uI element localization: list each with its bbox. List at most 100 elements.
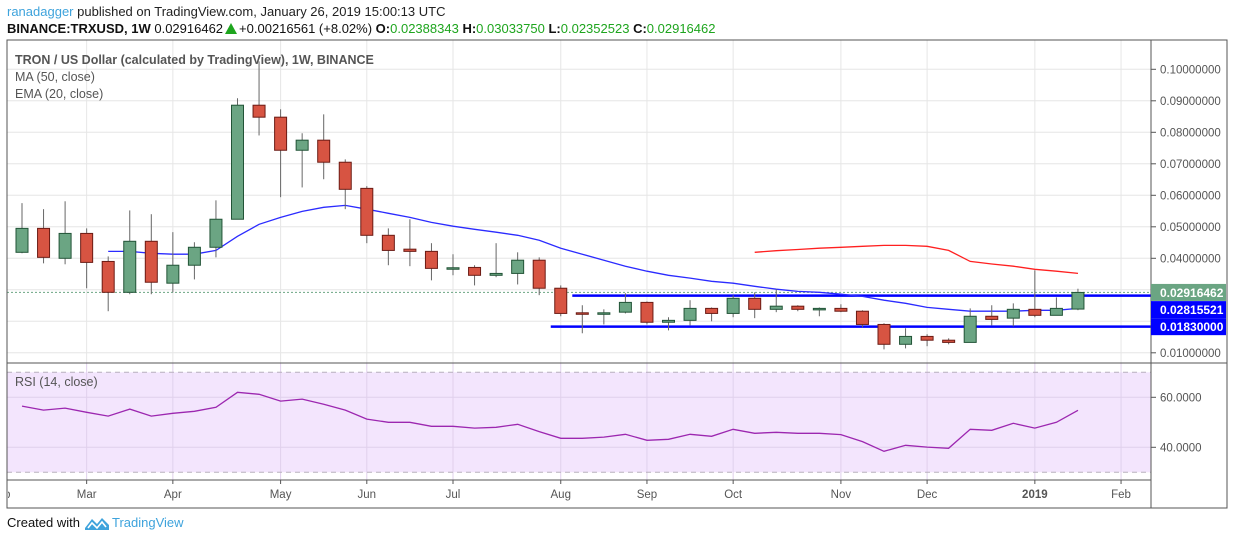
candle-body <box>963 315 977 343</box>
candle <box>963 308 977 343</box>
rsi-tick-label: 40.0000 <box>1160 442 1202 454</box>
rsi-tick-label: 60.0000 <box>1160 392 1202 404</box>
candle <box>360 186 374 244</box>
candle-body <box>985 315 999 320</box>
price-change: +0.00216561 (+8.02%) <box>239 21 373 36</box>
time-tick-label: Jun <box>358 489 377 501</box>
time-axis: Feb Mar Apr May Jun Jul Aug Sep Oct Nov Dec 2019 Feb <box>0 480 1131 501</box>
close-label: C: <box>633 21 647 36</box>
candle-body <box>834 307 848 312</box>
candle <box>812 307 826 317</box>
published-text: published on TradingView.com, January 26… <box>77 4 446 19</box>
author-link[interactable]: ranadagger <box>7 4 74 19</box>
candle-body <box>80 232 94 263</box>
time-tick-label: 2019 <box>1022 489 1048 501</box>
candle-body <box>769 305 783 310</box>
chart-title: TRON / US Dollar (calculated by TradingV… <box>15 53 374 67</box>
candle <box>985 305 999 326</box>
candle <box>381 228 395 266</box>
candle <box>618 293 632 314</box>
main-pane <box>7 61 1151 350</box>
rsi-band-background <box>7 372 1151 473</box>
candle <box>942 338 956 345</box>
candle <box>101 256 115 312</box>
rsi-legend[interactable]: RSI (14, close) <box>15 375 98 389</box>
time-tick-label: Apr <box>164 489 182 501</box>
time-tick-label: May <box>270 489 292 501</box>
time-tick-label: Feb <box>1111 489 1131 501</box>
time-tick-label: Feb <box>0 489 10 501</box>
candle <box>274 109 288 198</box>
candle-body <box>705 307 719 314</box>
candle <box>726 295 740 318</box>
created-with-text: Created with <box>7 515 80 530</box>
candle-body <box>942 339 956 343</box>
price-tick-label: 0.10000000 <box>1160 64 1221 76</box>
price-tick-label: 0.04000000 <box>1160 253 1221 265</box>
level-label: 0.02815521 <box>1160 303 1224 317</box>
price-tick-label: 0.05000000 <box>1160 222 1221 234</box>
candle <box>834 304 848 313</box>
low-label: L: <box>548 21 561 36</box>
candle <box>705 307 719 322</box>
level-label-bg <box>1151 301 1226 319</box>
time-tick-label: Dec <box>917 489 938 501</box>
candle-body <box>144 240 158 283</box>
candle-body <box>446 267 460 270</box>
candle-body <box>123 240 137 293</box>
candle-body <box>855 310 869 325</box>
time-tick-label: Oct <box>724 489 743 501</box>
level-label-bg <box>1151 318 1226 336</box>
candle <box>1028 270 1042 318</box>
candle <box>662 317 675 331</box>
candle <box>683 300 697 326</box>
time-tick-label: Sep <box>637 489 657 501</box>
candle-body <box>403 248 417 252</box>
candle <box>338 159 352 210</box>
low-value: 0.02352523 <box>560 21 630 36</box>
ma-legend[interactable]: MA (50, close) <box>15 70 95 84</box>
candle <box>166 232 180 293</box>
candle-body <box>187 246 201 266</box>
candle <box>123 210 137 295</box>
candle-body <box>166 264 180 284</box>
time-tick-label: Mar <box>77 489 97 501</box>
ema-legend[interactable]: EMA (20, close) <box>15 87 104 101</box>
candle-body <box>554 287 568 314</box>
price-tick-label: 0.09000000 <box>1160 96 1221 108</box>
candle-body <box>575 312 589 315</box>
candle <box>899 328 913 349</box>
candle-body <box>209 218 223 248</box>
candle <box>489 243 503 278</box>
candle <box>748 292 762 319</box>
level-label: 0.01830000 <box>1160 320 1224 334</box>
candle <box>597 309 611 325</box>
candle-body <box>468 266 482 276</box>
high-value: 0.03033750 <box>476 21 545 36</box>
candle <box>252 61 266 136</box>
candle-body <box>683 307 697 321</box>
candle-body <box>381 234 395 251</box>
candle-body <box>1071 291 1085 310</box>
candle-body <box>748 297 762 310</box>
candle <box>37 209 51 264</box>
candle <box>1049 297 1063 316</box>
last-price: 0.02916462 <box>154 21 224 36</box>
candle-body <box>37 227 51 258</box>
candle-body <box>511 259 525 274</box>
rsi-line <box>21 391 1079 452</box>
time-tick-label: Aug <box>551 489 571 501</box>
candle <box>424 243 438 281</box>
candle <box>231 98 244 220</box>
candle <box>511 252 525 285</box>
candle <box>575 305 589 334</box>
candle-body <box>58 232 72 259</box>
candle <box>403 219 417 267</box>
candle-body <box>618 301 632 313</box>
close-value: 0.02916462 <box>646 21 716 36</box>
tradingview-link[interactable]: TradingView <box>111 515 184 530</box>
candle <box>640 301 654 325</box>
candle-body <box>424 250 438 269</box>
candle <box>295 133 309 188</box>
